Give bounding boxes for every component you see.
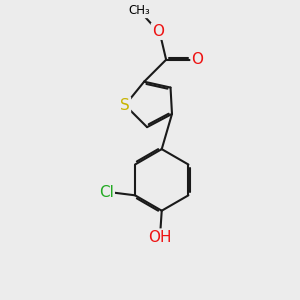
Text: Cl: Cl bbox=[99, 185, 114, 200]
Text: OH: OH bbox=[148, 230, 172, 244]
Text: S: S bbox=[120, 98, 130, 112]
Text: O: O bbox=[191, 52, 203, 67]
Text: O: O bbox=[152, 24, 164, 39]
Text: CH₃: CH₃ bbox=[128, 4, 150, 17]
